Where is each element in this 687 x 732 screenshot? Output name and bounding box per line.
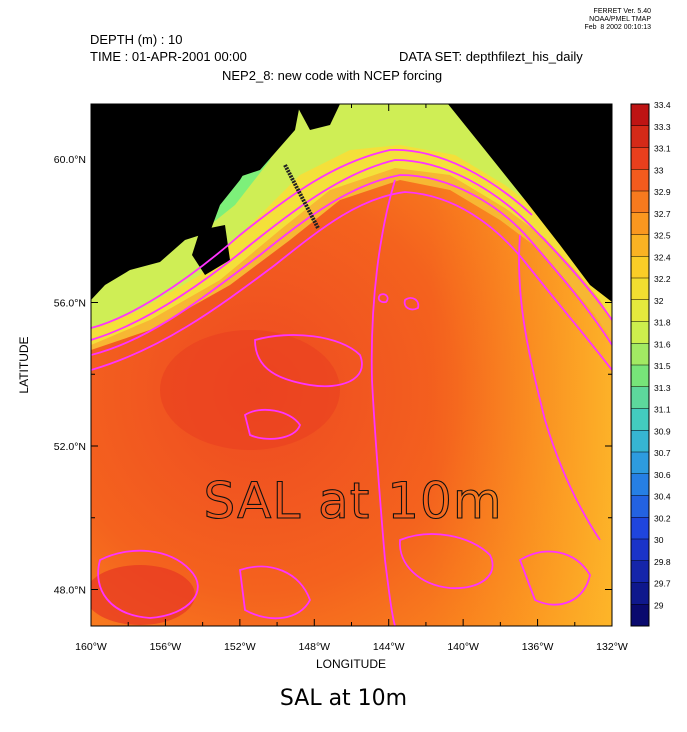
contour-line xyxy=(91,159,612,341)
colorbar-swatch xyxy=(631,125,649,148)
colorbar-swatch xyxy=(631,517,649,540)
contour-loop xyxy=(403,297,420,311)
lon-tick-label: 156°W xyxy=(150,641,182,653)
colorbar-label: 31.3 xyxy=(654,383,671,393)
y-axis-label: LATITUDE xyxy=(17,336,31,393)
colorbar-swatch xyxy=(631,430,649,453)
colorbar-swatch xyxy=(631,365,649,388)
colorbar-swatch xyxy=(631,408,649,431)
lon-tick-label: 140°W xyxy=(447,641,479,653)
colorbar-label: 30.2 xyxy=(654,513,671,523)
land-northwest xyxy=(91,104,300,270)
colorbar-label: 32.7 xyxy=(654,209,671,219)
ferret-date: Feb 8 2002 00:10:13 xyxy=(584,24,651,31)
colorbar-label: 32 xyxy=(654,296,664,306)
colorbar-label: 31.1 xyxy=(654,405,671,415)
colorbar-label: 32.4 xyxy=(654,252,671,262)
colorbar-swatch xyxy=(631,169,649,192)
x-axis-label: LONGITUDE xyxy=(316,657,386,671)
lat-tick-label: 48.0°N xyxy=(54,585,86,597)
land-north-inlet xyxy=(296,104,340,130)
contour-line xyxy=(91,149,533,329)
latitude-ticks: 60.0°N 56.0°N 52.0°N 48.0°N xyxy=(54,154,612,597)
contour-loop xyxy=(243,408,301,440)
depth-label: DEPTH (m) : 10 xyxy=(90,32,183,47)
salinity-contours xyxy=(91,149,612,626)
colorbar-label: 32.2 xyxy=(654,274,671,284)
colorbar-label: 31.8 xyxy=(654,318,671,328)
colorbar-label: 30.4 xyxy=(654,492,671,502)
plot-subtitle: NEP2_8: new code with NCEP forcing xyxy=(222,68,443,83)
colorbar-swatch xyxy=(631,473,649,496)
contour-loop xyxy=(97,549,199,619)
ferret-version: FERRET Ver. 5.40 xyxy=(593,8,651,15)
colorbar-label: 29 xyxy=(654,600,664,610)
contour-loop xyxy=(254,334,363,388)
colorbar-label: 32.5 xyxy=(654,231,671,241)
colorbar-swatch xyxy=(631,582,649,605)
lat-tick-label: 52.0°N xyxy=(54,441,86,453)
colorbar-label: 31.5 xyxy=(654,361,671,371)
colorbar-label: 30.6 xyxy=(654,470,671,480)
contour-loop xyxy=(518,550,591,606)
map-plot-area xyxy=(91,104,612,626)
saline-patch-south xyxy=(91,565,195,625)
dataset-label: DATA SET: depthfilezt_his_daily xyxy=(399,49,583,64)
lon-tick-label: 160°W xyxy=(75,641,107,653)
contour-loop xyxy=(399,533,494,589)
land-mainland xyxy=(448,104,612,302)
colorbar-swatch xyxy=(631,343,649,366)
colorbar-swatch xyxy=(631,278,649,301)
colorbar-swatch xyxy=(631,147,649,170)
time-label: TIME : 01-APR-2001 00:00 xyxy=(90,49,247,64)
colorbar-swatch xyxy=(631,256,649,279)
lon-tick-label: 152°W xyxy=(224,641,256,653)
colorbar-swatch xyxy=(631,452,649,475)
colorbar-label: 29.7 xyxy=(654,579,671,589)
figure-caption: SAL at 10m xyxy=(279,686,408,711)
longitude-ticks: 160°W 156°W 152°W 148°W 144°W 140°W 136°W 132°W xyxy=(75,104,628,653)
colorbar-swatch xyxy=(631,560,649,583)
colorbar-swatch xyxy=(631,191,649,214)
colorbar-label: 33.4 xyxy=(654,100,671,110)
lat-tick-label: 60.0°N xyxy=(54,154,86,166)
overlay-title: SAL at 10m xyxy=(203,472,502,530)
colorbar-label: 30 xyxy=(654,535,664,545)
lon-tick-label: 148°W xyxy=(298,641,330,653)
colorbar-label: 32.9 xyxy=(654,187,671,197)
colorbar-label: 30.9 xyxy=(654,426,671,436)
contour-loop xyxy=(239,565,311,620)
lon-tick-label: 144°W xyxy=(373,641,405,653)
colorbar-label: 29.8 xyxy=(654,557,671,567)
colorbar-swatch xyxy=(631,495,649,518)
colorbar-swatch xyxy=(631,539,649,562)
lat-tick-label: 56.0°N xyxy=(54,298,86,310)
contour-line xyxy=(91,174,612,356)
contour-loop xyxy=(377,293,389,304)
contour-line xyxy=(370,179,396,626)
colorbar-swatch xyxy=(631,234,649,257)
colorbar-swatch xyxy=(631,604,649,627)
ferret-org: NOAA/PMEL TMAP xyxy=(589,16,651,23)
colorbar-swatch xyxy=(631,299,649,322)
colorbar-swatch xyxy=(631,321,649,344)
colorbar-frame xyxy=(630,103,650,627)
colorbar-label: 33.1 xyxy=(654,144,671,154)
lon-tick-label: 136°W xyxy=(522,641,554,653)
colorbar-swatch xyxy=(631,212,649,235)
colorbar-swatch xyxy=(631,104,649,127)
contour-line xyxy=(91,191,612,371)
contour-line xyxy=(518,234,601,541)
colorbar: 33.4 33.3 33.1 33 32.9 32.7 32.5 32.4 32.2 32 31.8… xyxy=(630,100,671,627)
colorbar-label: 30.7 xyxy=(654,448,671,458)
colorbar-label: 33 xyxy=(654,165,664,175)
lon-tick-label: 132°W xyxy=(596,641,628,653)
island xyxy=(192,225,230,275)
colorbar-label: 33.3 xyxy=(654,122,671,132)
colorbar-swatch xyxy=(631,386,649,409)
colorbar-label: 31.6 xyxy=(654,339,671,349)
